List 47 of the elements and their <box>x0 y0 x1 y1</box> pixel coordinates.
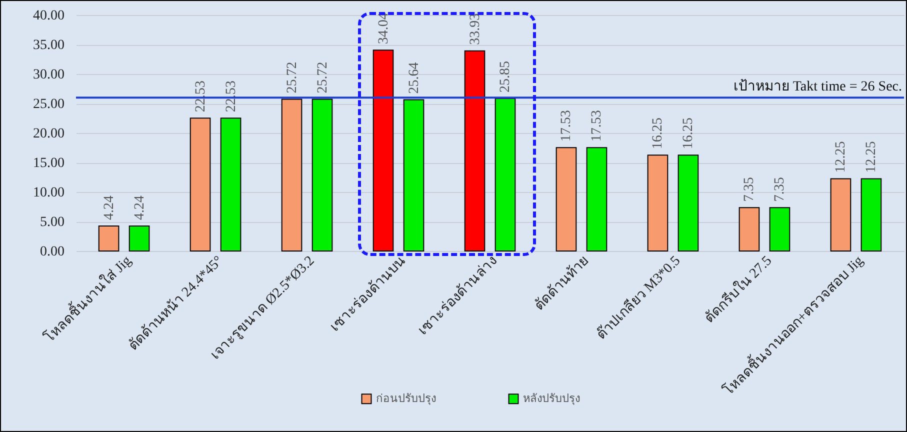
y-tick-label: 15.00 <box>33 156 64 171</box>
bar <box>98 225 120 252</box>
bar <box>494 98 516 252</box>
bar <box>678 154 699 252</box>
bar <box>647 154 668 252</box>
data-label: 22.53 <box>193 80 208 112</box>
data-label: 22.53 <box>224 80 239 112</box>
data-label: 17.53 <box>590 110 605 142</box>
data-label: 25.72 <box>315 62 330 94</box>
bar <box>860 178 882 252</box>
bar <box>312 98 333 252</box>
data-label: 4.24 <box>102 195 117 220</box>
y-tick-label: 40.00 <box>33 8 64 24</box>
bar <box>190 118 211 252</box>
data-label: 12.25 <box>834 141 849 173</box>
legend-label: หลังปรับปรุง <box>523 392 580 405</box>
y-tick-label: 20.00 <box>33 126 64 142</box>
data-label: 25.85 <box>498 60 514 92</box>
data-label: 25.64 <box>406 62 422 94</box>
bar <box>464 50 486 252</box>
y-tick-label: 30.00 <box>33 68 64 82</box>
bar <box>556 147 577 252</box>
y-tick-label: 25.00 <box>33 97 64 112</box>
bar <box>372 50 394 252</box>
data-label: 7.35 <box>772 177 788 202</box>
data-label: 7.35 <box>742 177 758 202</box>
data-label: 25.72 <box>284 62 300 94</box>
y-tick-label: 35.00 <box>33 38 64 53</box>
data-label: 16.25 <box>681 118 696 150</box>
bar <box>220 118 242 252</box>
bar <box>586 147 608 252</box>
data-label: 4.24 <box>132 195 148 220</box>
bar <box>281 98 302 252</box>
y-tick-label: 10.00 <box>33 186 64 200</box>
bar <box>128 225 150 252</box>
y-tick-label: 5.00 <box>40 215 64 230</box>
data-label: 12.25 <box>864 141 880 173</box>
bar <box>769 207 790 252</box>
data-label: 17.53 <box>559 110 574 142</box>
legend-label: ก่อนปรับปรุง <box>376 392 436 405</box>
data-label: 16.25 <box>650 118 666 150</box>
bar <box>403 99 424 252</box>
data-label: 33.93 <box>468 13 483 45</box>
bar <box>738 207 760 252</box>
bar <box>830 178 852 252</box>
ref-line-label: เป้าหมาย Takt time = 26 Sec. <box>733 78 902 95</box>
y-tick-label: 0.00 <box>40 244 64 260</box>
